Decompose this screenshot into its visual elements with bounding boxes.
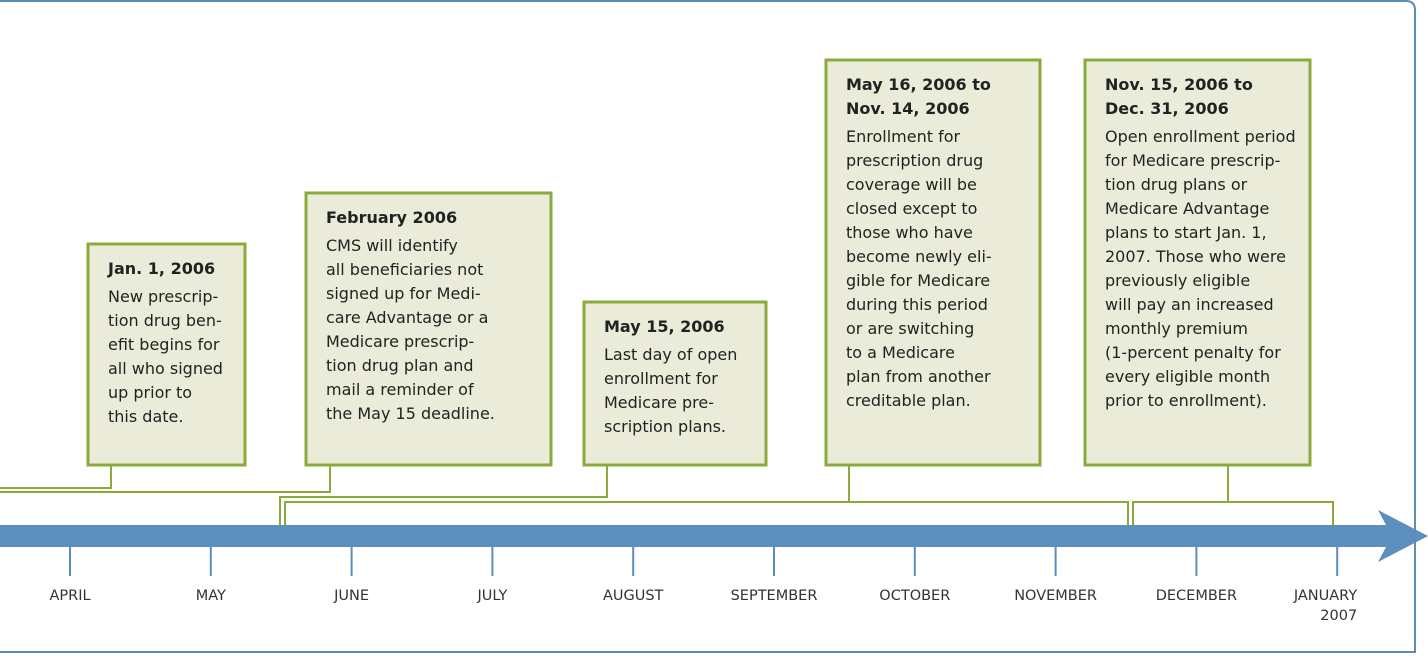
event-box xyxy=(582,300,768,467)
timeline-bar xyxy=(0,525,1392,547)
content: Jan. 1, 2006 New prescrip-tion drug ben-e… xyxy=(49,58,1357,624)
event-text: previously eligible xyxy=(1105,271,1250,290)
event-text: mail a reminder of xyxy=(326,380,474,399)
event-text: CMS will identify xyxy=(326,236,458,255)
event-text: Open enrollment period xyxy=(1105,127,1296,146)
month-label: JUNE xyxy=(333,588,369,604)
event-box xyxy=(824,58,1042,467)
event-text: for Medicare prescrip- xyxy=(1105,151,1280,170)
event-text: all beneficiaries not xyxy=(326,260,483,279)
event-text: Medicare Advantage xyxy=(1105,199,1269,218)
event-box xyxy=(86,242,247,467)
event-text: coverage will be xyxy=(846,175,977,194)
month-label: APRIL xyxy=(49,588,90,604)
event-text: the May 15 deadline. xyxy=(326,404,495,423)
event-box xyxy=(1083,58,1312,467)
event-text: (1-percent penalty for xyxy=(1105,343,1281,362)
arrow-head xyxy=(1378,510,1428,562)
event-text: enrollment for xyxy=(604,369,718,388)
event-text: this date. xyxy=(108,407,183,426)
event-text: plan from another xyxy=(846,367,991,386)
event-text: up prior to xyxy=(108,383,192,402)
month-label: OCTOBER xyxy=(879,588,950,604)
event-date: May 15, 2006 xyxy=(604,317,725,336)
event-date: Jan. 1, 2006 xyxy=(107,259,215,278)
month-label: DECEMBER xyxy=(1156,588,1237,604)
event-box xyxy=(304,191,553,467)
month-label: 2007 xyxy=(1320,608,1357,624)
event-date: Nov. 15, 2006 to xyxy=(1105,75,1253,94)
event-date: February 2006 xyxy=(326,208,457,227)
event-text: become newly eli- xyxy=(846,247,992,266)
month-label: SEPTEMBER xyxy=(731,588,818,604)
month-label: JANUARY xyxy=(1293,588,1357,604)
month-label: AUGUST xyxy=(603,588,664,604)
event-text: plans to start Jan. 1, xyxy=(1105,223,1267,242)
event-text: all who signed xyxy=(108,359,223,378)
event-text: tion drug ben- xyxy=(108,311,222,330)
event-text: efit begins for xyxy=(108,335,220,354)
event-text: creditable plan. xyxy=(846,391,971,410)
month-label: MAY xyxy=(196,588,226,604)
event-text: those who have xyxy=(846,223,973,242)
event-text: Medicare prescrip- xyxy=(326,332,474,351)
event-text: to a Medicare xyxy=(846,343,955,362)
event-text: scription plans. xyxy=(604,417,726,436)
event-text: tion drug plan and xyxy=(326,356,474,375)
connectors xyxy=(0,465,1334,525)
event-text: signed up for Medi- xyxy=(326,284,481,303)
event-date: Dec. 31, 2006 xyxy=(1105,99,1229,118)
event-text: gible for Medicare xyxy=(846,271,990,290)
event-text: or are switching xyxy=(846,319,974,338)
event-text: Medicare pre- xyxy=(604,393,714,412)
event-text: during this period xyxy=(846,295,988,314)
month-label: JULY xyxy=(476,588,507,604)
event-text: prior to enrollment). xyxy=(1105,391,1267,410)
event-text: tion drug plans or xyxy=(1105,175,1248,194)
event-text: New prescrip- xyxy=(108,287,218,306)
event-text: Last day of open xyxy=(604,345,737,364)
event-text: will pay an increased xyxy=(1105,295,1274,314)
event-text: care Advantage or a xyxy=(326,308,488,327)
event-text: monthly premium xyxy=(1105,319,1248,338)
month-label: NOVEMBER xyxy=(1014,588,1097,604)
frame xyxy=(0,0,1416,653)
event-date: May 16, 2006 to xyxy=(846,75,991,94)
event-text: every eligible month xyxy=(1105,367,1270,386)
event-text: closed except to xyxy=(846,199,977,218)
event-date: Nov. 14, 2006 xyxy=(846,99,970,118)
event-text: 2007. Those who were xyxy=(1105,247,1286,266)
event-text: prescription drug xyxy=(846,151,983,170)
event-text: Enrollment for xyxy=(846,127,961,146)
